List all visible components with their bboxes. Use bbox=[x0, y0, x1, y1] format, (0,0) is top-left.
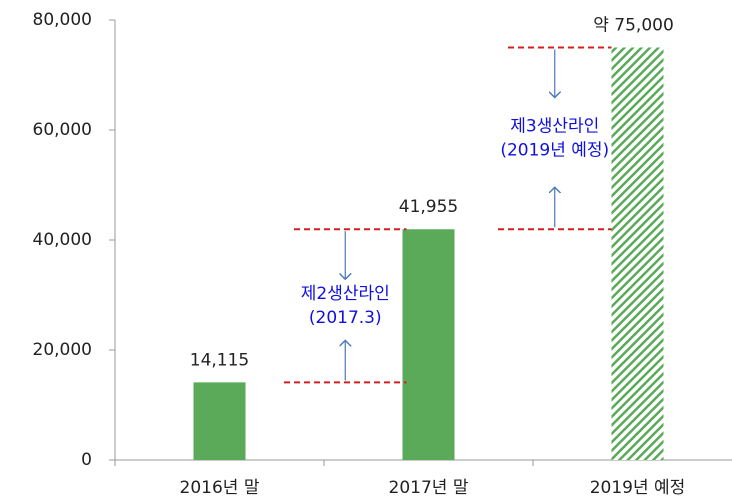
bar bbox=[402, 229, 455, 460]
annotation: 제2생산라인 bbox=[301, 284, 390, 304]
annotation: (2019년 예정) bbox=[500, 140, 609, 160]
data-label: 14,115 bbox=[190, 350, 249, 370]
bar bbox=[611, 47, 664, 460]
annotation: 제3생산라인 bbox=[510, 116, 599, 136]
annotation: (2017.3) bbox=[309, 308, 382, 328]
x-tick-label: 2016년 말 bbox=[180, 478, 260, 498]
y-tick-label: 20,000 bbox=[33, 340, 92, 360]
x-tick-label: 2017년 말 bbox=[389, 478, 469, 498]
y-tick-label: 0 bbox=[81, 450, 92, 470]
y-tick-label: 80,000 bbox=[33, 10, 92, 30]
data-label: 41,955 bbox=[399, 197, 458, 217]
y-tick-label: 40,000 bbox=[33, 230, 92, 250]
x-tick-label: 2019년 예정 bbox=[590, 478, 686, 498]
bar bbox=[193, 382, 246, 460]
data-label: 약 75,000 bbox=[593, 16, 674, 36]
y-tick-label: 60,000 bbox=[33, 120, 92, 140]
